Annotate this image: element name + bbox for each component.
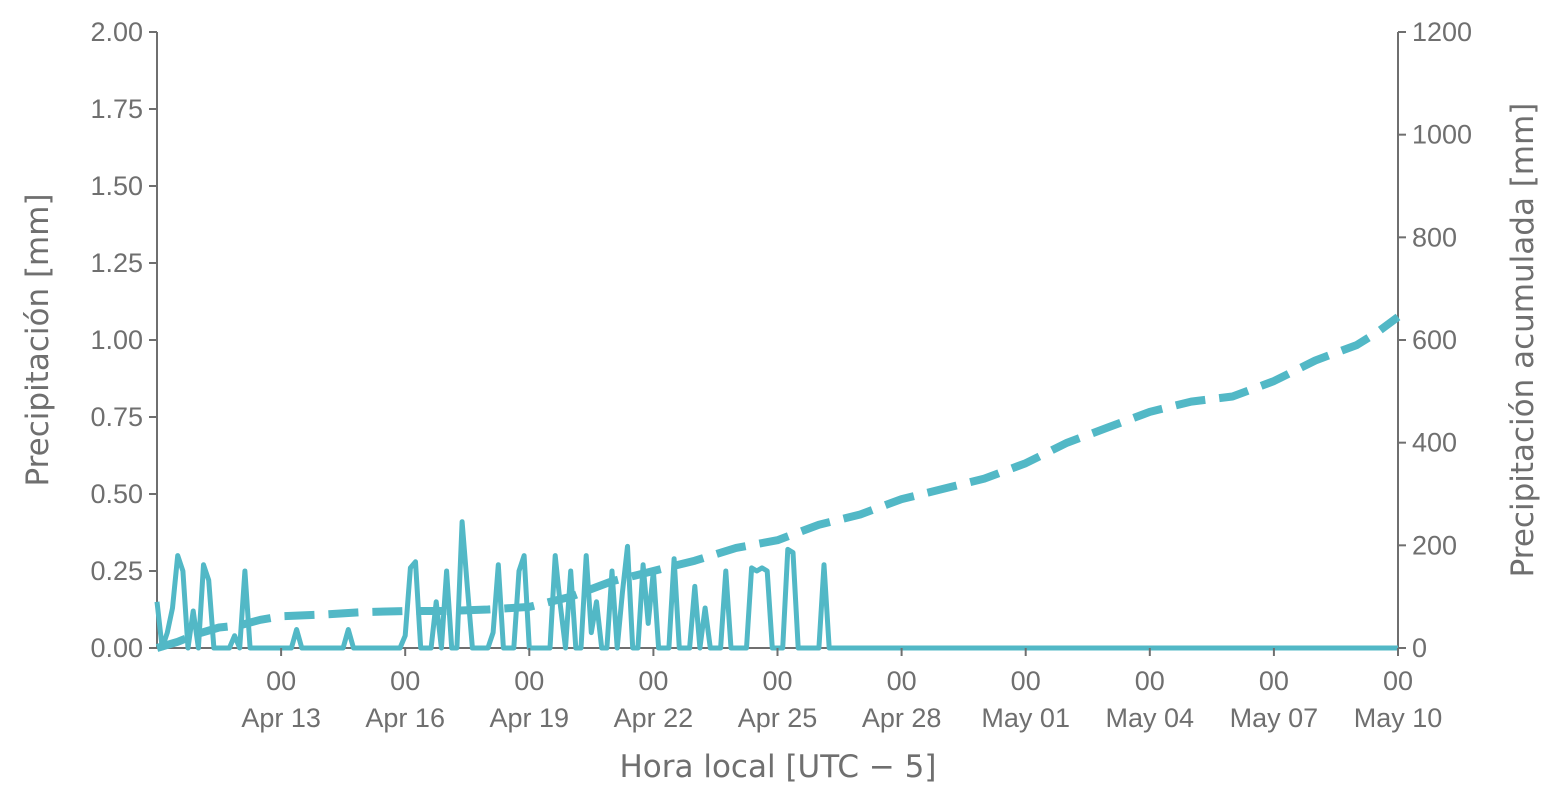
y-tick-label: 1.25 [90,248,143,278]
y2-tick-label: 400 [1412,428,1457,458]
x-tick-hour-label: 00 [1383,666,1413,696]
y2-tick-label: 1200 [1412,17,1472,47]
y2-tick-label: 0 [1412,633,1427,663]
x-tick-date-label: Apr 19 [490,703,570,733]
x-tick-hour-label: 00 [638,666,668,696]
x-tick-date-label: Apr 22 [614,703,694,733]
y-axis-title: Precipitación [mm] [20,193,56,486]
y2-axis-title: Precipitación acumulada [mm] [1505,103,1541,578]
y2-tick-group: 0 200 400 600 800 1000 1200 [1398,17,1472,663]
x-tick-date-label: May 01 [981,703,1070,733]
x-tick-hour-label: 00 [266,666,296,696]
y2-tick-label: 600 [1412,325,1457,355]
y-tick-label: 1.75 [90,94,143,124]
y-tick-label: 1.00 [90,325,143,355]
y-tick-label: 0.50 [90,479,143,509]
x-axis-title: Hora local [UTC − 5] [619,749,936,785]
y-tick-label: 0.00 [90,633,143,663]
y2-tick-label: 200 [1412,530,1457,560]
x-tick-hour-label: 00 [1135,666,1165,696]
x-tick-date-label: Apr 16 [365,703,445,733]
x-tick-group: 00 Apr 13 00 Apr 16 00 Apr 19 00 Apr 22 00 Apr 25… [241,648,1442,733]
y-tick-label: 0.25 [90,556,143,586]
x-tick-hour-label: 00 [762,666,792,696]
x-tick-hour-label: 00 [390,666,420,696]
series-layer [154,313,1401,652]
y-tick-label: 2.00 [90,17,143,47]
y-tick-label: 0.75 [90,402,143,432]
x-tick-date-label: Apr 13 [241,703,321,733]
x-tick-date-label: May 10 [1354,703,1443,733]
y-tick-label: 1.50 [90,171,143,201]
y-tick-group: 0.00 0.25 0.50 0.75 1.00 1.25 1.50 1.75 2.00 [90,17,157,663]
x-tick-hour-label: 00 [1011,666,1041,696]
x-tick-date-label: May 07 [1230,703,1319,733]
x-tick-hour-label: 00 [514,666,544,696]
x-tick-hour-label: 00 [887,666,917,696]
x-tick-date-label: Apr 28 [862,703,942,733]
y2-tick-label: 1000 [1412,120,1472,150]
x-tick-date-label: Apr 25 [738,703,818,733]
x-tick-date-label: May 04 [1106,703,1195,733]
cumulative-precipitation-line [155,313,1401,652]
axes [156,32,1399,649]
x-tick-hour-label: 00 [1259,666,1289,696]
y2-tick-label: 800 [1412,222,1457,252]
